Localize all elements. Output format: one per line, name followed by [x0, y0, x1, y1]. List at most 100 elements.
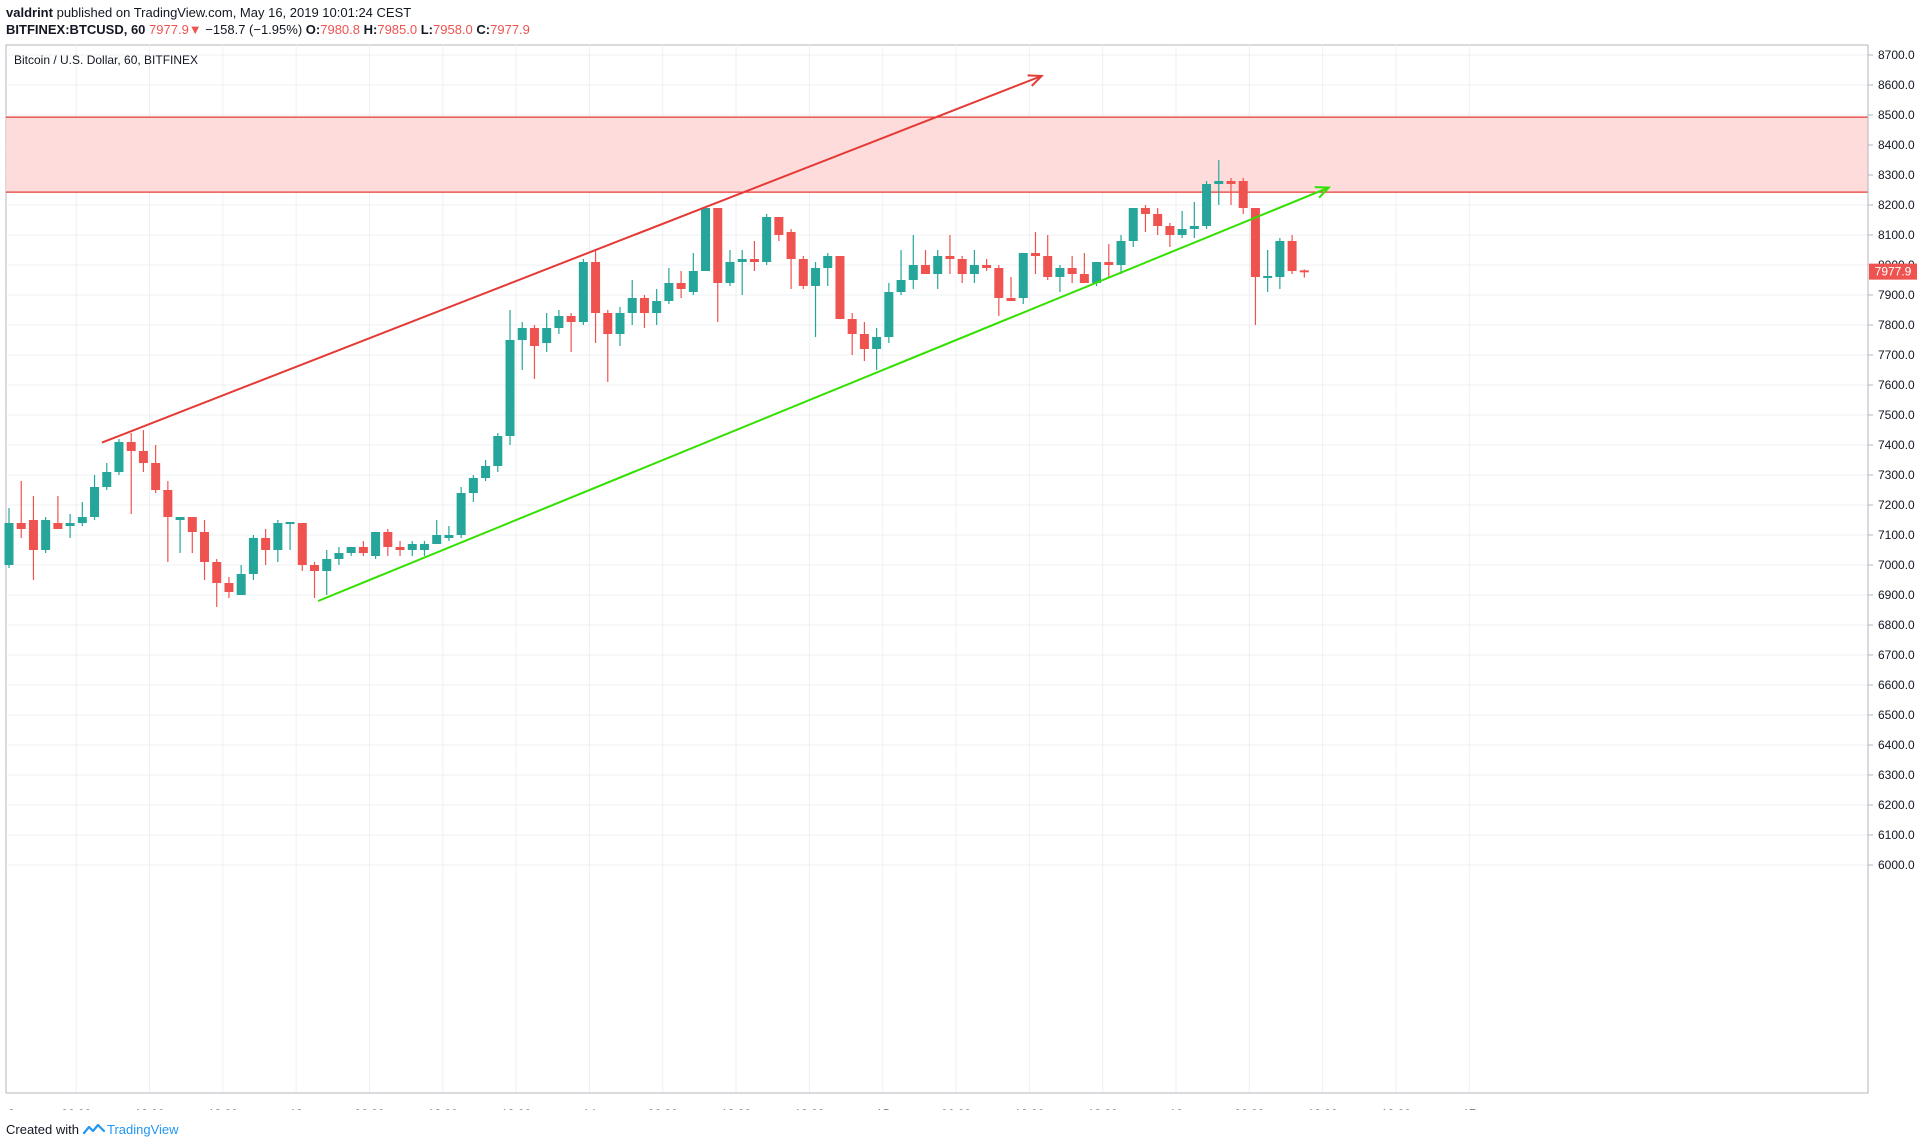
candle [921, 250, 930, 274]
candle-body [517, 328, 527, 340]
candle [444, 526, 454, 541]
candle-body [957, 259, 967, 274]
candle-body [554, 316, 564, 328]
high-label: H: [363, 22, 378, 37]
resistance-zone [6, 117, 1868, 193]
candle [126, 433, 136, 514]
candle-body [444, 535, 454, 538]
price-axis-label: 7000.0 [1878, 558, 1915, 572]
candle-body [358, 547, 368, 553]
price-axis[interactable]: 6000.0 6100.0 6200.0 6300.0 6400.0 6500.0 6600… [1868, 48, 1915, 872]
candle [1299, 269, 1309, 278]
time-axis-label: 18:00 [501, 1107, 531, 1110]
candle [994, 265, 1004, 316]
candle [859, 322, 869, 361]
candle [762, 214, 772, 265]
candle [187, 517, 197, 553]
candle [639, 295, 649, 328]
created-with-text: Created with [6, 1121, 79, 1137]
candle-body [1189, 226, 1199, 229]
candle-body [1287, 241, 1297, 271]
candle [982, 259, 992, 271]
candle [1165, 223, 1175, 247]
price-axis-label: 7500.0 [1878, 408, 1915, 422]
candle-body [395, 547, 405, 550]
candle-body [884, 292, 894, 337]
candle [90, 475, 100, 520]
time-axis-label: 06:00 [941, 1107, 971, 1110]
time-axis-label: 06:00 [648, 1107, 678, 1110]
candle-body [407, 544, 417, 550]
price-axis-label: 6100.0 [1878, 828, 1915, 842]
candle-body [1140, 208, 1150, 214]
candle [236, 565, 246, 595]
candle [1202, 181, 1212, 229]
chart-area[interactable]: 6000.0 6100.0 6200.0 6300.0 6400.0 6500.0 6600… [0, 40, 1926, 1121]
candle-body [1030, 253, 1040, 256]
price-change: −158.7 (−1.95%) [205, 22, 303, 37]
price-axis-label: 7900.0 [1878, 288, 1915, 302]
candle [41, 517, 51, 553]
time-axis[interactable]: 2 06:00 12:00 18:00 13 06:00 12:00 18:00 14 06:00… [8, 1107, 1476, 1121]
time-axis-label: 2 [8, 1107, 15, 1110]
candle [114, 439, 124, 475]
candle [542, 313, 552, 352]
candle [65, 514, 75, 538]
candle [823, 253, 833, 286]
candle [322, 550, 332, 595]
high-value: 7985.0 [377, 22, 418, 37]
candle [603, 310, 613, 382]
candle-body [102, 472, 112, 487]
candle-body [933, 256, 943, 274]
candle [688, 253, 698, 295]
tradingview-logo[interactable]: TradingView [82, 1122, 179, 1137]
candle-body [1067, 268, 1077, 274]
candle [798, 256, 808, 289]
candle-body [212, 562, 222, 583]
candle-body [297, 523, 307, 565]
candle [933, 250, 943, 289]
candle-body [285, 522, 295, 524]
candle-body [65, 523, 75, 526]
candlestick-chart[interactable]: 6000.0 6100.0 6200.0 6300.0 6400.0 6500.0 6600… [0, 40, 1926, 1121]
candle-body [615, 313, 625, 334]
candle [835, 256, 845, 319]
candle-body [627, 298, 637, 313]
author-name[interactable]: valdrint [6, 5, 53, 20]
candle-body [737, 259, 747, 262]
price-axis-label: 7600.0 [1878, 378, 1915, 392]
candle-body [1177, 229, 1187, 235]
candle [358, 541, 368, 556]
candle [615, 307, 625, 346]
price-axis-label: 8300.0 [1878, 168, 1915, 182]
time-axis-label: 13 [289, 1107, 303, 1110]
publish-info: valdrint published on TradingView.com, M… [6, 5, 411, 21]
candle [1153, 208, 1163, 235]
candle [28, 496, 38, 580]
price-axis-label: 8600.0 [1878, 78, 1915, 92]
candle-body [969, 265, 979, 274]
candle [811, 262, 821, 337]
candle-body [823, 256, 833, 268]
candle-body [676, 283, 686, 289]
candle-body [175, 517, 185, 520]
footer: Created with TradingView [6, 1118, 179, 1140]
candle-body [1006, 298, 1016, 301]
candle-body [432, 535, 442, 544]
candle-body [713, 208, 723, 283]
price-axis-label: 6600.0 [1878, 678, 1915, 692]
candle [1263, 250, 1273, 292]
candle-body [896, 280, 906, 292]
candle [371, 532, 381, 559]
tradingview-logo-icon [82, 1123, 105, 1135]
candle-body [334, 553, 344, 559]
candle-body [481, 466, 491, 478]
candle-body [1055, 268, 1065, 277]
candle-body [151, 463, 161, 490]
candle [896, 250, 906, 295]
candle-body [200, 532, 210, 562]
candle [151, 445, 161, 493]
candle [1116, 235, 1126, 274]
price-axis-label: 8100.0 [1878, 228, 1915, 242]
candle [1018, 253, 1028, 304]
